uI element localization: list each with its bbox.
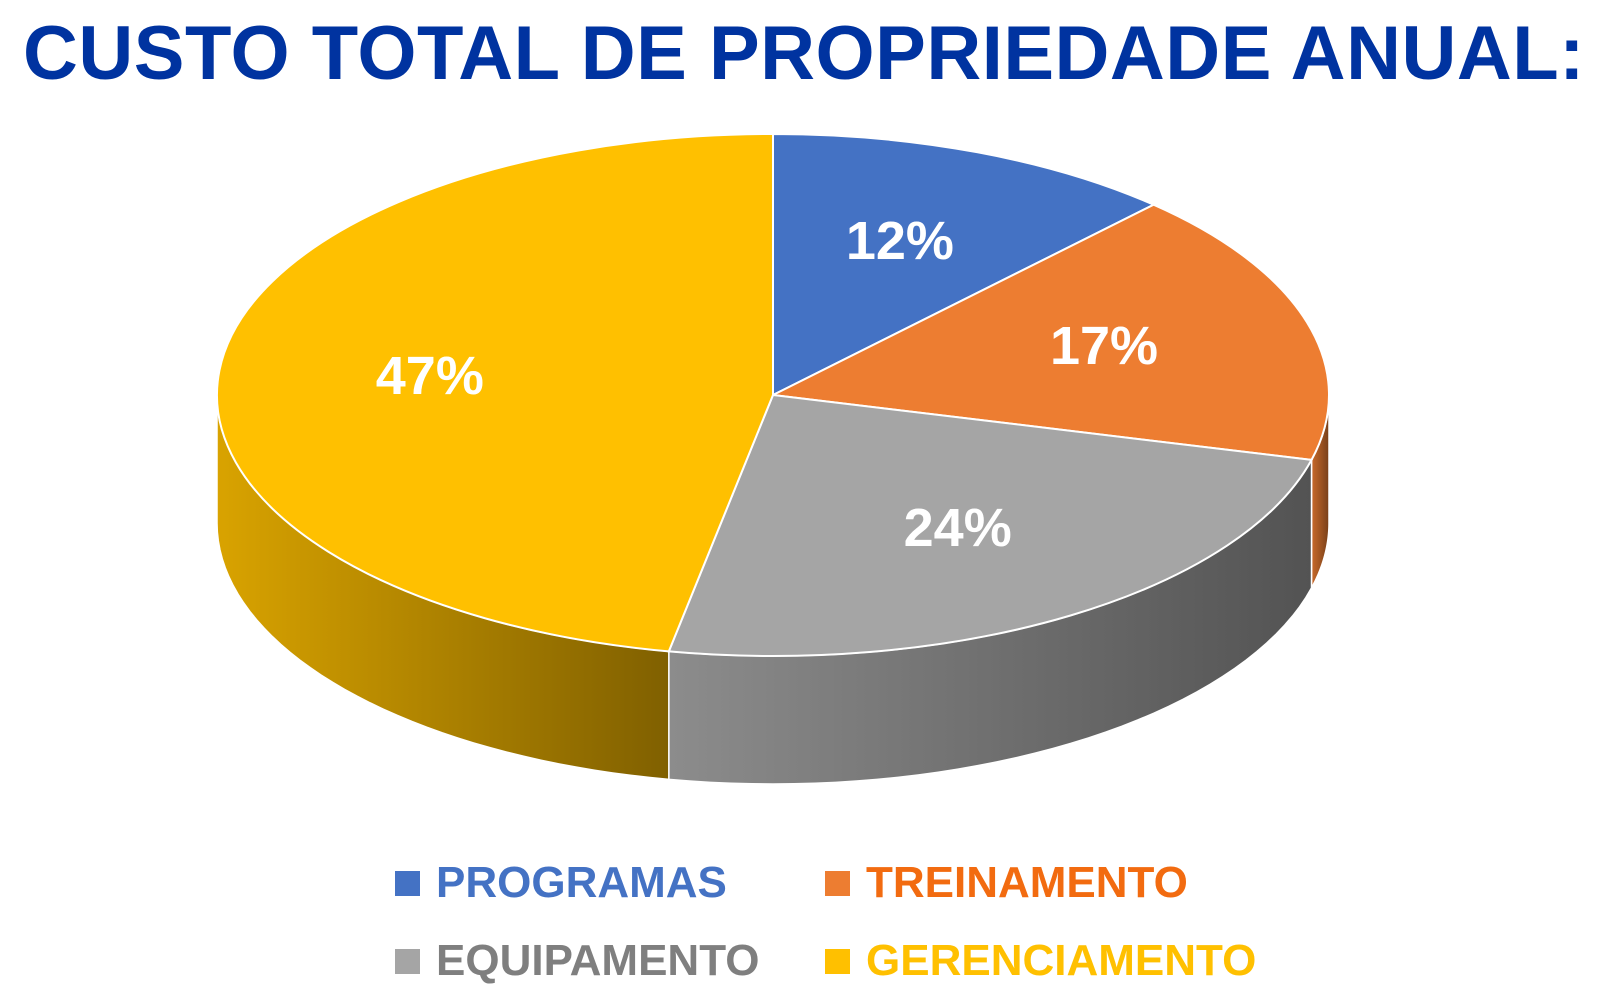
legend-label: GERENCIAMENTO xyxy=(866,936,1257,985)
pie-slice-treinamento xyxy=(769,203,1330,461)
data-label-equipamento: 24% xyxy=(904,498,1012,558)
legend-label: EQUIPAMENTO xyxy=(436,936,760,985)
legend-swatch xyxy=(825,870,850,896)
pie-slice-gerenciamento xyxy=(216,132,774,653)
data-label-gerenciamento: 47% xyxy=(376,346,484,406)
legend-swatch xyxy=(825,948,850,974)
legend-item-treinamento: TREINAMENTO xyxy=(825,855,1255,911)
legend-swatch xyxy=(395,870,420,896)
legend: PROGRAMAS TREINAMENTO EQUIPAMENTO GERENC… xyxy=(395,855,1295,989)
pie-labels: 12% 17% 24% 47% xyxy=(376,211,1158,558)
legend-label: TREINAMENTO xyxy=(866,858,1188,907)
legend-swatch xyxy=(395,948,420,974)
legend-item-gerenciamento: GERENCIAMENTO xyxy=(825,933,1257,989)
pie-slice-programas xyxy=(772,132,1156,397)
legend-item-programas: PROGRAMAS xyxy=(395,855,825,911)
pie-slice-equipamento xyxy=(667,393,1314,657)
data-label-treinamento: 17% xyxy=(1050,316,1158,376)
pie-top xyxy=(216,132,1330,657)
data-label-programas: 12% xyxy=(846,211,954,271)
chart-title: CUSTO TOTAL DE PROPRIEDADE ANUAL: xyxy=(23,11,1585,96)
legend-item-equipamento: EQUIPAMENTO xyxy=(395,933,825,989)
legend-label: PROGRAMAS xyxy=(436,858,727,907)
